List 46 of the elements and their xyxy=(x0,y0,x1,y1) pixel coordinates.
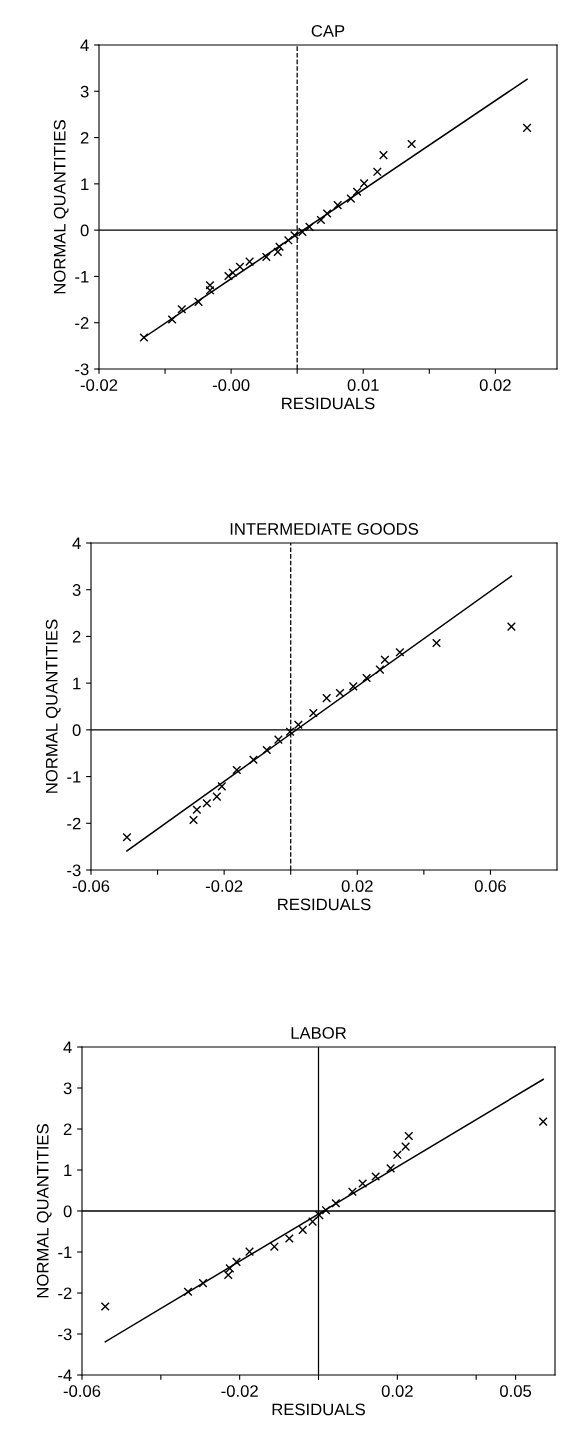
y-tick-label: 1 xyxy=(81,178,89,190)
x-tick-label: -0.06 xyxy=(72,880,110,892)
y-tick-label: 4 xyxy=(80,39,89,52)
y-axis-title: NORMAL QUANTITIES xyxy=(45,619,61,793)
x-tick-label: -0.02 xyxy=(80,379,118,391)
x-axis-title: RESIDUALS xyxy=(282,397,375,410)
y-tick-label: 3 xyxy=(63,1082,72,1095)
y-axis-title: NORMAL QUANTITIES xyxy=(53,120,69,294)
x-tick-label: -0.06 xyxy=(63,1385,101,1397)
y-tick-label: -1 xyxy=(67,771,81,783)
y-tick-label: 2 xyxy=(72,630,81,643)
y-tick-label: 0 xyxy=(80,224,89,237)
x-tick-label: 0.05 xyxy=(500,1385,532,1397)
x-tick-label: 0.02 xyxy=(381,1385,413,1397)
y-tick-label: 3 xyxy=(72,584,81,596)
chart-title: LABOR xyxy=(291,1027,346,1039)
chart-title: INTERMEDIATE GOODS xyxy=(230,523,418,535)
y-tick-label: 1 xyxy=(73,677,81,690)
x-axis-title: RESIDUALS xyxy=(278,898,371,911)
x-tick-label: 0.06 xyxy=(474,880,506,892)
y-tick-label: 0 xyxy=(72,724,81,737)
y-tick-label: 2 xyxy=(63,1123,72,1136)
x-tick-label: 0.02 xyxy=(341,880,373,892)
y-tick-label: -1 xyxy=(58,1246,72,1259)
y-tick-label: -4 xyxy=(58,1369,72,1382)
y-tick-label: -1 xyxy=(75,271,89,283)
y-tick-label: -3 xyxy=(67,864,81,877)
y-tick-label: 4 xyxy=(72,537,81,550)
x-tick-label: -0.02 xyxy=(221,1385,258,1397)
y-axis-title: NORMAL QUANTITIES xyxy=(36,1124,52,1298)
y-tick-label: -2 xyxy=(58,1287,72,1300)
x-tick-label: -0.02 xyxy=(205,880,243,892)
y-tick-label: -2 xyxy=(75,317,89,329)
y-tick-label: -3 xyxy=(58,1328,72,1341)
x-tick-label: 0.01 xyxy=(347,379,379,391)
x-axis-title: RESIDUALS xyxy=(272,1403,365,1416)
x-tick-label: -0.00 xyxy=(212,379,250,391)
y-tick-label: 3 xyxy=(80,85,89,98)
y-tick-label: 2 xyxy=(80,131,89,144)
y-tick-label: 4 xyxy=(63,1041,72,1054)
y-tick-label: 1 xyxy=(64,1164,72,1177)
chart-title: CAP xyxy=(311,25,345,37)
y-tick-label: -2 xyxy=(67,817,81,830)
y-tick-label: -3 xyxy=(75,363,89,376)
y-tick-label: 0 xyxy=(63,1205,72,1218)
x-tick-label: 0.02 xyxy=(479,379,511,391)
